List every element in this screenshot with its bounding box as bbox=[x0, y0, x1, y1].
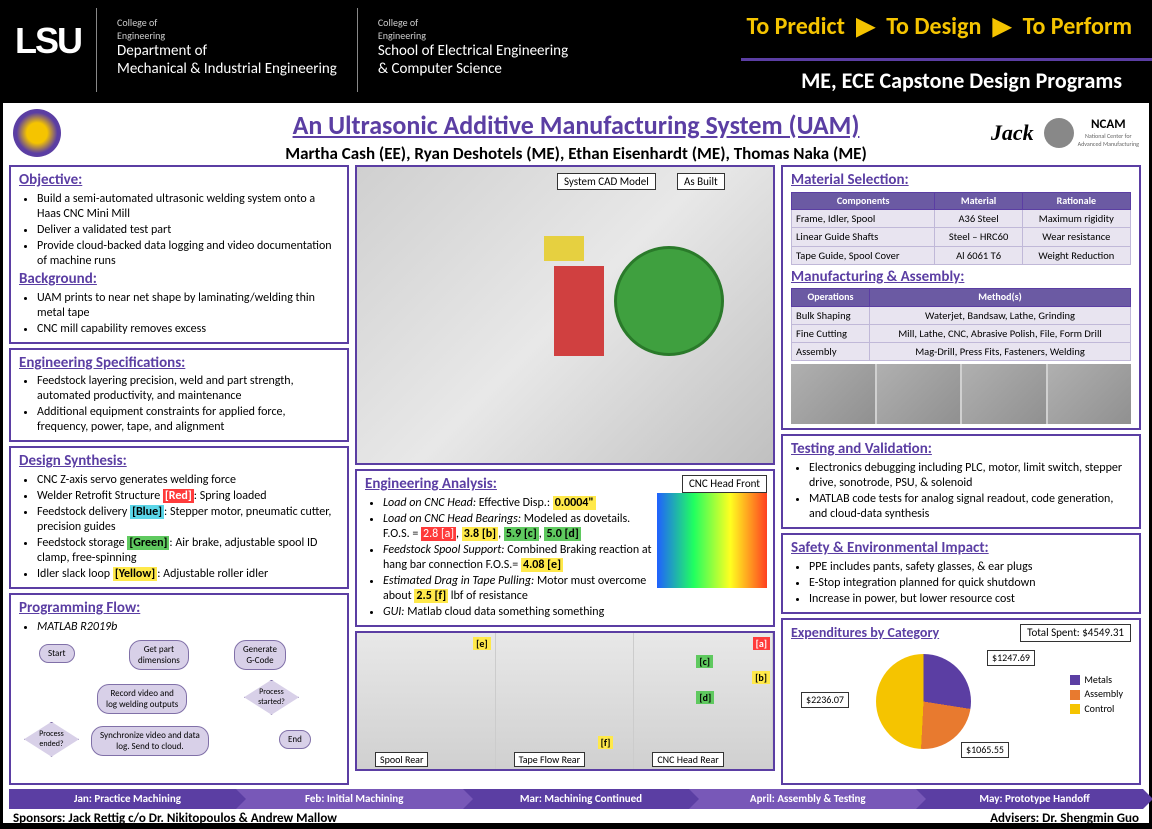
tape-flow-img: [f] Tape Flow Rear bbox=[496, 633, 635, 769]
dept1-name: Department of Mechanical & Industrial En… bbox=[117, 42, 337, 78]
engspec-heading: Engineering Specifications: bbox=[19, 354, 339, 373]
fea-render bbox=[657, 493, 767, 588]
background-list: UAM prints to near net shape by laminati… bbox=[19, 291, 339, 337]
callout-control: $2236.07 bbox=[801, 692, 849, 709]
dept-eecs: College of Engineering School of Electri… bbox=[357, 8, 588, 92]
fc-procstart: Process started? bbox=[244, 680, 299, 715]
cad-idler-icon bbox=[544, 236, 584, 261]
callout-assembly: $1065.55 bbox=[961, 742, 1009, 759]
fc-procend: Process ended? bbox=[24, 722, 79, 757]
sponsor-logos: Jack NCAM National Center for Advanced M… bbox=[991, 117, 1139, 148]
exp-heading: Expenditures by Category bbox=[791, 624, 939, 642]
progflow-box: Programming Flow: MATLAB R2019b Start Ge… bbox=[9, 593, 349, 785]
safety-list: PPE includes pants, safety glasses, & ea… bbox=[791, 560, 1131, 607]
objective-box: Objective: Build a semi-automated ultras… bbox=[9, 165, 349, 344]
fc-start: Start bbox=[39, 644, 75, 663]
analysis-subimages: [e] Spool Rear [f] Tape Flow Rear [a] [b… bbox=[355, 631, 775, 771]
dept-mie: College of Engineering Department of Mec… bbox=[96, 8, 357, 92]
ncam-globe-icon bbox=[1044, 118, 1074, 148]
dept2-label: College of Engineering bbox=[378, 16, 568, 42]
analysis-list: Load on CNC Head: Effective Disp.: 0.000… bbox=[365, 496, 655, 620]
asbuilt-label: As Built bbox=[677, 173, 725, 190]
fea-front-label: CNC Head Front bbox=[682, 475, 767, 493]
cad-spool-icon bbox=[614, 246, 724, 356]
safety-box: Safety & Environmental Impact: PPE inclu… bbox=[781, 533, 1141, 614]
pie-chart bbox=[876, 654, 971, 749]
material-table: ComponentsMaterialRationaleFrame, Idler,… bbox=[791, 192, 1131, 265]
header: LSU College of Engineering Department of… bbox=[0, 0, 1152, 100]
mfg-table: OperationsMethod(s)Bulk ShapingWaterjet,… bbox=[791, 288, 1131, 361]
timeline: Jan: Practice MachiningFeb: Initial Mach… bbox=[9, 789, 1143, 809]
fc-record: Record video and log welding outputs bbox=[97, 684, 187, 715]
cad-image-block: System CAD Model As Built bbox=[355, 165, 775, 465]
background-heading: Background: bbox=[19, 270, 339, 289]
fc-sync: Synchronize video and data log. Send to … bbox=[91, 726, 209, 757]
objective-list: Build a semi-automated ultrasonic weldin… bbox=[19, 192, 339, 269]
jack-logo: Jack bbox=[991, 120, 1034, 146]
cad-label: System CAD Model bbox=[557, 173, 656, 190]
mfg-photos bbox=[791, 364, 1131, 424]
testing-box: Testing and Validation: Electronics debu… bbox=[781, 434, 1141, 529]
poster-body: An Ultrasonic Additive Manufacturing Sys… bbox=[3, 103, 1149, 823]
dept2-name: School of Electrical Engineering & Compu… bbox=[378, 42, 568, 78]
design-list: CNC Z-axis servo generates welding force… bbox=[19, 473, 339, 582]
authors: Martha Cash (EE), Ryan Deshotels (ME), E… bbox=[9, 143, 1143, 164]
testing-heading: Testing and Validation: bbox=[791, 440, 1131, 459]
testing-list: Electronics debugging including PLC, mot… bbox=[791, 461, 1131, 522]
cnc-head-rear-img: [a] [b] [c] [d] CNC Head Rear bbox=[634, 633, 773, 769]
cad-welder-icon bbox=[554, 266, 604, 356]
spool-rear-img: [e] Spool Rear bbox=[357, 633, 496, 769]
material-heading: Material Selection: bbox=[791, 171, 1131, 190]
subheader: ME, ECE Capstone Design Programs bbox=[741, 58, 1152, 100]
me-seal-icon bbox=[13, 109, 61, 157]
dept1-label: College of Engineering bbox=[117, 16, 337, 42]
advisers-text: Advisers: Dr. Shengmin Guo bbox=[990, 811, 1139, 826]
ncam-logo: NCAM National Center for Advanced Manufa… bbox=[1044, 117, 1139, 148]
engspec-list: Feedstock layering precision, weld and p… bbox=[19, 374, 339, 435]
design-box: Design Synthesis: CNC Z-axis servo gener… bbox=[9, 446, 349, 589]
footer: Sponsors: Jack Rettig c/o Dr. Nikitopoul… bbox=[9, 809, 1143, 828]
analysis-box: Engineering Analysis: CNC Head Front Loa… bbox=[355, 469, 775, 627]
material-box: Material Selection: ComponentsMaterialRa… bbox=[781, 165, 1141, 430]
title-bar: An Ultrasonic Additive Manufacturing Sys… bbox=[9, 109, 1143, 165]
cad-render bbox=[544, 226, 724, 406]
objective-heading: Objective: bbox=[19, 171, 339, 190]
expenditures-box: Expenditures by Category Total Spent: $4… bbox=[781, 618, 1141, 785]
design-heading: Design Synthesis: bbox=[19, 452, 339, 471]
exp-total: Total Spent: $4549.31 bbox=[1020, 624, 1131, 642]
safety-heading: Safety & Environmental Impact: bbox=[791, 539, 1131, 558]
tagline: To Predict ▶ To Design ▶ To Perform bbox=[747, 12, 1132, 41]
pie-legend: Metals Assembly Control bbox=[1070, 674, 1123, 718]
flowchart: Start Get part dimensions Generate G-Cod… bbox=[19, 636, 339, 756]
engspec-box: Engineering Specifications: Feedstock la… bbox=[9, 348, 349, 443]
callout-metals: $1247.69 bbox=[987, 650, 1035, 667]
fc-end: End bbox=[279, 730, 311, 749]
fc-getpart: Get part dimensions bbox=[129, 640, 189, 671]
poster-title: An Ultrasonic Additive Manufacturing Sys… bbox=[9, 109, 1143, 141]
progflow-heading: Programming Flow: bbox=[19, 599, 339, 618]
fc-gcode: Generate G-Code bbox=[234, 640, 286, 671]
mfg-heading: Manufacturing & Assembly: bbox=[791, 268, 1131, 287]
sponsors-text: Sponsors: Jack Rettig c/o Dr. Nikitopoul… bbox=[13, 811, 337, 826]
lsu-logo: LSU bbox=[0, 0, 96, 100]
